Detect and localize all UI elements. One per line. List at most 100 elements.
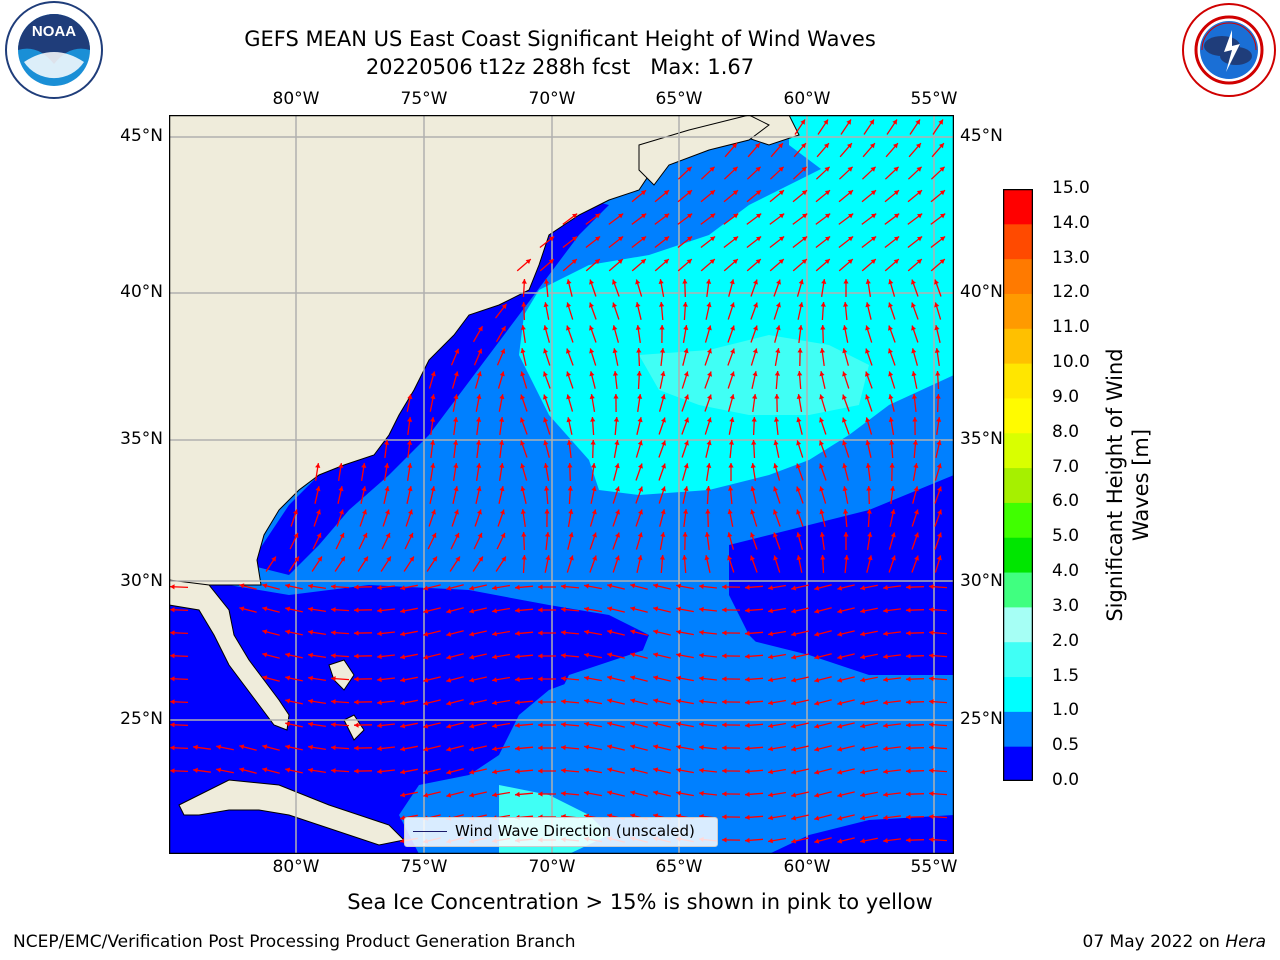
colorbar-tick-label: 6.0 [1052,491,1080,512]
wave-direction-arrowhead [801,166,807,172]
wave-direction-arrowhead [819,348,825,353]
wave-direction-arrowhead [430,417,436,422]
wave-direction-arrowhead [842,348,848,354]
wave-direction-arrowhead [331,768,336,774]
wave-direction-arrowhead [791,608,797,614]
wave-direction-arrowhead [568,509,574,514]
wave-direction-arrowhead [521,555,527,560]
wave-direction-arrowhead [745,791,750,797]
wave-direction-arrowhead [354,607,359,613]
wave-direction-arrowhead [568,555,574,561]
wave-direction-arrowhead [543,325,549,331]
lon-label-bottom: 80°W [272,857,320,877]
lat-label-right: 45°N [960,126,1003,146]
wave-direction-arrowhead [867,532,873,537]
wave-direction-arrowhead [906,722,911,728]
wave-direction-arrowhead [595,213,601,219]
wave-direction-arrowhead [446,631,452,637]
wave-direction-arrowhead [568,532,574,538]
wind-wave-arrows [169,119,948,844]
wave-direction-arrowhead [430,440,436,445]
colorbar-tick-label: 0.5 [1052,735,1080,756]
wave-direction-arrowhead [430,486,436,492]
wave-direction-arrowhead [917,213,923,219]
wave-direction-arrowhead [745,676,750,682]
colorbar [1003,189,1033,781]
wave-direction-arrowhead [636,371,642,376]
wave-direction-arrowhead [455,556,460,562]
wave-direction-arrowhead [432,556,437,562]
wave-direction-arrowhead [722,653,727,659]
wave-direction-arrowhead [796,463,801,469]
wave-direction-arrowhead [911,348,917,354]
wave-direction-arrowhead [686,190,692,196]
wave-direction-arrowhead [865,325,871,331]
wave-direction-arrowhead [316,532,322,539]
wave-direction-arrowhead [262,744,268,750]
wave-direction-arrowhead [778,259,784,264]
wave-direction-arrowhead [492,769,497,775]
wave-direction-arrowhead [469,792,475,798]
wave-direction-arrowhead [476,440,482,445]
wave-direction-arrowhead [768,769,773,775]
wave-direction-arrowhead [778,166,784,172]
wave-direction-arrowhead [331,699,336,705]
wave-direction-arrowhead [636,348,642,353]
wave-direction-arrowhead [802,236,808,242]
wave-direction-arrowhead [430,463,436,468]
wave-direction-arrowhead [814,631,820,637]
wave-direction-arrowhead [837,654,843,660]
wave-direction-arrowhead [285,721,291,727]
wave-direction-arrowhead [929,676,934,682]
colorbar-tick-label: 2.0 [1052,630,1080,651]
wave-direction-arrowhead [843,509,849,514]
wave-direction-arrowhead [385,509,390,515]
wave-direction-arrowhead [778,190,784,196]
wave-direction-arrowhead [732,190,738,196]
wave-direction-arrowhead [728,486,734,491]
wave-direction-arrowhead [883,838,888,844]
noaa-logo-text: NOAA [32,23,76,40]
wave-direction-arrowhead [773,509,778,515]
wave-direction-arrowhead [929,699,934,705]
wave-direction-arrowhead [590,417,596,422]
wave-direction-arrowhead [883,585,888,591]
wave-direction-arrowhead [929,630,934,636]
wave-direction-arrowhead [520,394,525,400]
wave-direction-arrowhead [939,166,945,172]
wave-direction-arrowhead [423,654,429,660]
wave-direction-arrowhead [722,699,727,705]
wave-direction-arrowhead [520,371,526,377]
date-text: 07 May 2022 on [1082,932,1226,952]
wave-direction-arrowhead [664,236,670,242]
wave-direction-arrowhead [727,509,733,515]
wave-direction-arrowhead [591,486,597,492]
wave-direction-arrowhead [478,326,483,332]
wave-direction-arrowhead [911,371,917,377]
wave-direction-arrowhead [612,348,618,354]
wave-direction-arrowhead [722,768,727,774]
wave-direction-arrowhead [500,532,506,539]
wave-direction-arrowhead [637,440,643,446]
wave-direction-arrowhead [331,745,336,751]
wave-direction-arrowhead [729,302,735,308]
wave-direction-arrowhead [825,236,831,242]
wave-direction-arrowhead [906,584,911,590]
wave-direction-arrowhead [653,583,659,589]
wave-direction-arrowhead [584,790,589,796]
wave-direction-arrowhead [847,259,853,264]
wave-direction-arrowhead [911,325,916,331]
wave-direction-arrowhead [638,509,643,515]
wave-direction-arrowhead [753,325,758,331]
wave-direction-arrowhead [400,631,406,637]
wave-direction-arrowhead [453,486,459,492]
wave-direction-arrowhead [894,236,900,242]
wave-direction-arrowhead [819,486,825,492]
wave-direction-arrowhead [561,791,566,797]
wave-direction-arrowhead [682,302,688,307]
wave-direction-arrowhead [911,302,916,308]
wave-direction-arrowhead [500,348,506,354]
wave-direction-arrowhead [768,815,773,821]
wave-direction-arrowhead [572,236,578,242]
wave-direction-arrowhead [865,463,871,468]
